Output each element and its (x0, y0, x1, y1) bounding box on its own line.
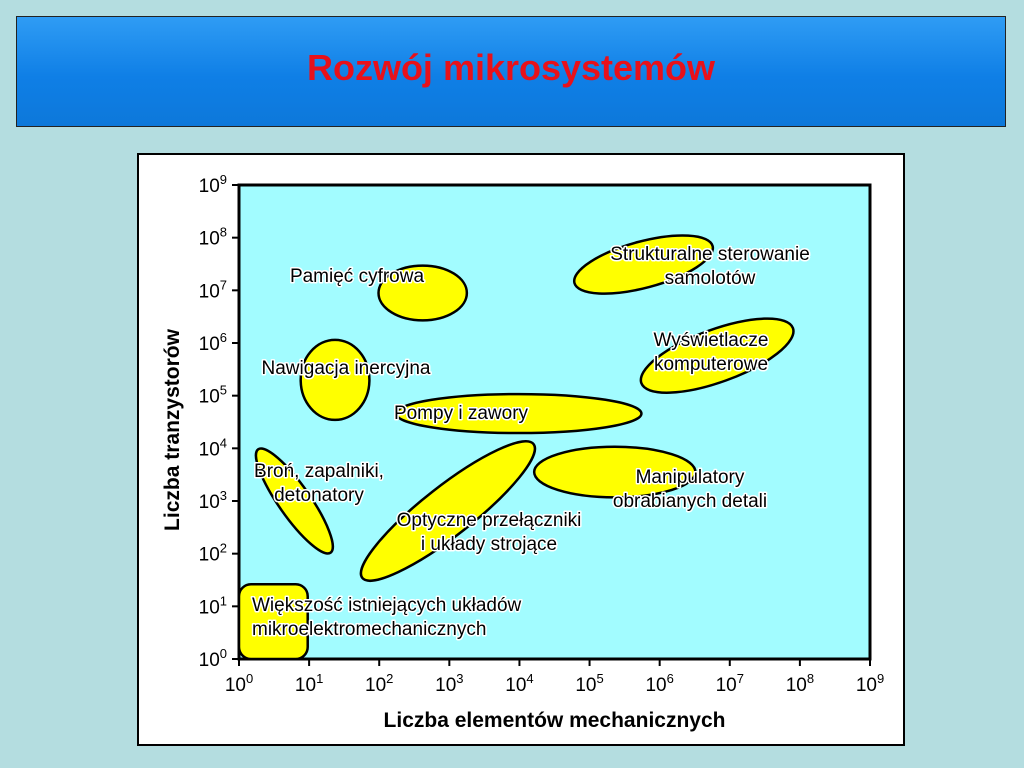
region-label: i układy strojące (421, 534, 557, 555)
region-label: detonatory (274, 485, 364, 506)
region-shape (394, 392, 643, 435)
region-label: Manipulatory (636, 467, 745, 488)
region-label: samolotów (665, 268, 756, 289)
y-tick-label: 108 (199, 225, 227, 250)
x-tick-label: 104 (505, 671, 533, 696)
region-shape (237, 582, 309, 661)
x-tick-label: 106 (645, 671, 673, 696)
region-shape (532, 445, 697, 499)
y-tick-label: 103 (199, 488, 227, 513)
region-label: Wyświetlacze (654, 330, 769, 351)
region-label: obrabianych detali (613, 491, 767, 512)
region-label: Strukturalne sterowanie (610, 244, 810, 265)
region-shape (254, 447, 335, 555)
chart-figure: Pamięć cyfrowa Strukturalne sterowanie sam… (137, 153, 905, 746)
slide-title: Rozwój mikrosystemów (306, 46, 716, 88)
y-tick-label: 106 (199, 330, 227, 355)
x-tick-label: 109 (856, 671, 884, 696)
region-label: Optyczne przełączniki (397, 510, 582, 531)
y-tick-label: 107 (199, 277, 227, 302)
region-label: Pamięć cyfrowa (290, 266, 425, 287)
region-label: Broń, zapalniki, (254, 461, 384, 482)
region-shape (639, 317, 795, 394)
x-axis-label: Liczba elementów mechanicznych (384, 709, 726, 732)
region-label: Nawigacja inercyjna (262, 358, 431, 379)
y-tick-label: 102 (199, 541, 227, 566)
x-tick-label: 102 (365, 671, 393, 696)
x-tick-label: 107 (716, 671, 744, 696)
chart-svg: Pamięć cyfrowa Strukturalne sterowanie sam… (161, 172, 884, 732)
region-label: komputerowe (654, 354, 768, 375)
y-tick-label: 109 (199, 172, 227, 197)
x-tick-label: 108 (786, 671, 814, 696)
region-shape (572, 234, 715, 295)
title-bar: Rozwój mikrosystemów (16, 16, 1006, 127)
x-tick-label: 103 (435, 671, 463, 696)
region-label: Pompy i zawory (394, 403, 529, 424)
x-tick-label: 101 (295, 671, 323, 696)
x-tick-label: 100 (225, 671, 253, 696)
y-tick-label: 105 (199, 383, 227, 408)
region-shape (299, 338, 371, 422)
y-tick-label: 101 (199, 593, 227, 618)
y-tick-label: 104 (199, 435, 227, 460)
region-label: mikroelektromechanicznych (252, 619, 486, 640)
y-axis-label: Liczba tranzystorów (161, 328, 184, 531)
y-tick-label: 100 (199, 646, 227, 671)
region-shape (377, 264, 469, 322)
x-tick-label: 105 (575, 671, 603, 696)
region-shape (359, 440, 537, 582)
region-label: Większość istniejących układów (252, 595, 522, 616)
